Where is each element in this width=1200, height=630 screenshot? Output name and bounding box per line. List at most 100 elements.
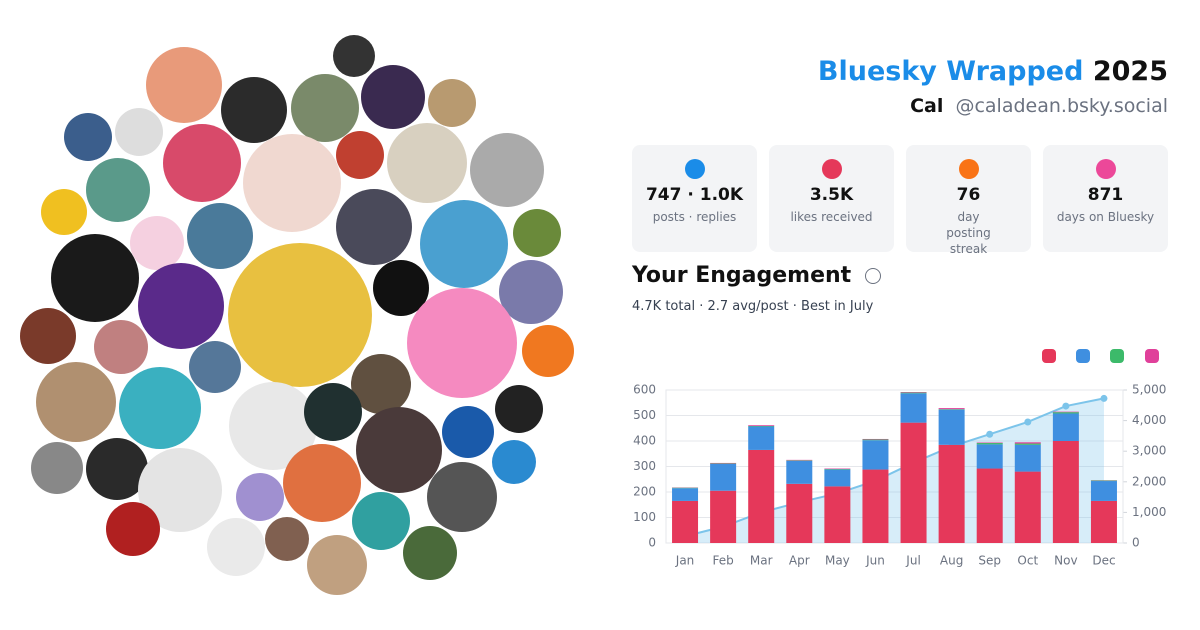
- avatar[interactable]: [163, 124, 241, 202]
- bar-segment: [748, 449, 775, 543]
- avatar[interactable]: [130, 216, 184, 270]
- avatar[interactable]: [333, 35, 375, 77]
- stat-value: 3.5K: [809, 185, 854, 205]
- avatar[interactable]: [20, 308, 76, 364]
- area: [685, 398, 1104, 543]
- x-tick-label: Jun: [865, 554, 885, 568]
- bar-segment: [1090, 480, 1117, 482]
- y-tick-label: 0: [648, 536, 656, 550]
- stat-label: posts · replies: [652, 210, 737, 224]
- avatar[interactable]: [243, 134, 341, 232]
- avatar[interactable]: [64, 113, 112, 161]
- avatar[interactable]: [207, 518, 265, 576]
- bar-segment: [748, 426, 775, 450]
- bar-segment: [976, 444, 1003, 469]
- avatar[interactable]: [51, 234, 139, 322]
- avatar[interactable]: [119, 367, 201, 449]
- bar-segment: [938, 409, 965, 445]
- y2-tick-label: 5,000: [1132, 383, 1166, 397]
- bar-segment: [786, 459, 813, 461]
- bar-segment: [824, 469, 851, 487]
- bar-segment: [900, 392, 927, 393]
- avatar[interactable]: [361, 65, 425, 129]
- avatar[interactable]: [522, 325, 574, 377]
- avatar[interactable]: [106, 502, 160, 556]
- avatar[interactable]: [146, 47, 222, 123]
- avatar[interactable]: [86, 158, 150, 222]
- avatar[interactable]: [189, 341, 241, 393]
- avatar[interactable]: [138, 263, 224, 349]
- avatar[interactable]: [352, 492, 410, 550]
- avatar[interactable]: [307, 535, 367, 595]
- avatar[interactable]: [291, 74, 359, 142]
- avatar[interactable]: [221, 77, 287, 143]
- avatar[interactable]: [442, 406, 494, 458]
- avatar[interactable]: [94, 320, 148, 374]
- avatar[interactable]: [470, 133, 544, 207]
- line-point: [986, 430, 994, 438]
- x-tick-label: Oct: [1017, 554, 1038, 568]
- avatar[interactable]: [427, 462, 497, 532]
- avatar[interactable]: [420, 200, 508, 288]
- stat-icon: [684, 159, 705, 179]
- avatar[interactable]: [356, 407, 442, 493]
- avatar[interactable]: [492, 440, 536, 484]
- bar-segment: [900, 392, 927, 394]
- avatar[interactable]: [336, 189, 412, 265]
- avatar[interactable]: [513, 209, 561, 257]
- avatar[interactable]: [403, 526, 457, 580]
- x-tick-label: Nov: [1054, 554, 1077, 568]
- line-point: [795, 498, 803, 506]
- stat-value: 871: [1087, 185, 1124, 205]
- avatar[interactable]: [283, 444, 361, 522]
- avatar[interactable]: [373, 260, 429, 316]
- avatar[interactable]: [115, 108, 163, 156]
- legend-icon[interactable]: [1110, 349, 1124, 363]
- legend-icon[interactable]: [1076, 349, 1090, 363]
- y2-tick-label: 0: [1132, 536, 1140, 550]
- avatar[interactable]: [336, 131, 384, 179]
- avatar[interactable]: [229, 382, 317, 470]
- x-tick-label: May: [825, 554, 850, 568]
- avatar[interactable]: [351, 354, 411, 414]
- legend-icon[interactable]: [1145, 349, 1159, 363]
- y-tick-label: 100: [633, 510, 656, 524]
- bar-segment: [748, 425, 775, 427]
- avatar[interactable]: [265, 517, 309, 561]
- bar-segment: [1014, 444, 1041, 472]
- x-tick-label: Dec: [1092, 554, 1115, 568]
- bar-segment: [824, 486, 851, 543]
- avatar[interactable]: [304, 383, 362, 441]
- x-tick-label: Mar: [750, 554, 773, 568]
- avatar[interactable]: [41, 189, 87, 235]
- avatar[interactable]: [187, 203, 253, 269]
- avatar[interactable]: [499, 260, 563, 324]
- line-point: [871, 477, 879, 485]
- avatar[interactable]: [31, 442, 83, 494]
- avatar[interactable]: [236, 473, 284, 521]
- avatar[interactable]: [428, 79, 476, 127]
- avatar[interactable]: [495, 385, 543, 433]
- bar-segment: [748, 425, 775, 426]
- section-subtitle: 4.7K total · 2.7 avg/post · Best in July: [632, 299, 874, 314]
- avatar[interactable]: [138, 448, 222, 532]
- avatar[interactable]: [228, 243, 372, 387]
- x-tick-label: Aug: [940, 554, 963, 568]
- bar-segment: [938, 409, 965, 410]
- bar-segment: [1014, 471, 1041, 543]
- bar-segment: [976, 468, 1003, 543]
- stat-card: 76 day posting streak: [906, 145, 1031, 256]
- bar-segment: [862, 439, 889, 441]
- avatar[interactable]: [387, 123, 467, 203]
- legend-icon[interactable]: [1042, 349, 1056, 363]
- x-tick-label: Jul: [905, 554, 920, 568]
- avatar[interactable]: [407, 288, 517, 398]
- user-handle: @caladean.bsky.social: [955, 95, 1168, 117]
- avatar[interactable]: [86, 438, 148, 500]
- info-icon[interactable]: [864, 268, 881, 284]
- bar-segment: [900, 422, 927, 543]
- avatar[interactable]: [36, 362, 116, 442]
- stat-label: likes received: [790, 210, 873, 224]
- bar-segment: [710, 462, 737, 464]
- title-year: 2025: [1092, 56, 1168, 87]
